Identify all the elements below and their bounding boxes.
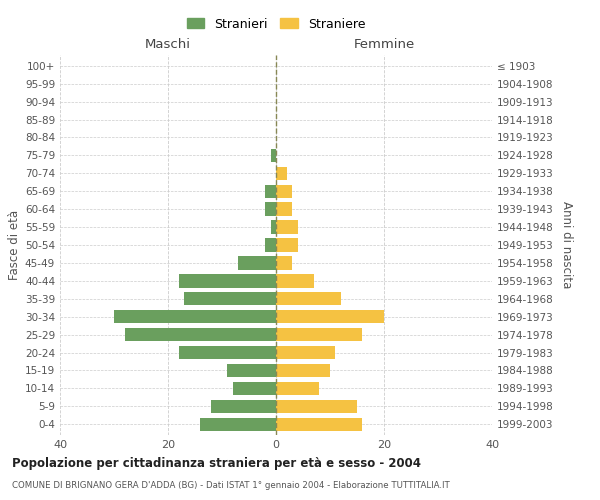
Bar — [276, 382, 319, 395]
Bar — [276, 292, 341, 306]
Bar — [276, 166, 287, 180]
Bar — [125, 328, 276, 342]
Bar — [276, 364, 330, 377]
Bar — [276, 220, 298, 234]
Bar — [265, 202, 276, 216]
Bar — [238, 256, 276, 270]
Bar — [200, 418, 276, 431]
Bar — [114, 310, 276, 324]
Text: Popolazione per cittadinanza straniera per età e sesso - 2004: Popolazione per cittadinanza straniera p… — [12, 458, 421, 470]
Bar — [184, 292, 276, 306]
Bar — [265, 238, 276, 252]
Legend: Stranieri, Straniere: Stranieri, Straniere — [183, 14, 369, 34]
Bar — [271, 148, 276, 162]
Bar — [276, 256, 292, 270]
Bar — [179, 346, 276, 360]
Bar — [276, 184, 292, 198]
Y-axis label: Fasce di età: Fasce di età — [8, 210, 21, 280]
Bar — [276, 418, 362, 431]
Text: Femmine: Femmine — [353, 38, 415, 52]
Bar — [276, 310, 384, 324]
Bar — [227, 364, 276, 377]
Bar — [276, 238, 298, 252]
Bar — [276, 400, 357, 413]
Bar — [271, 220, 276, 234]
Bar — [276, 202, 292, 216]
Bar — [276, 274, 314, 287]
Text: Maschi: Maschi — [145, 38, 191, 52]
Bar — [276, 328, 362, 342]
Bar — [233, 382, 276, 395]
Bar — [276, 346, 335, 360]
Text: COMUNE DI BRIGNANO GERA D'ADDA (BG) - Dati ISTAT 1° gennaio 2004 - Elaborazione : COMUNE DI BRIGNANO GERA D'ADDA (BG) - Da… — [12, 481, 450, 490]
Bar — [179, 274, 276, 287]
Bar — [211, 400, 276, 413]
Bar — [265, 184, 276, 198]
Y-axis label: Anni di nascita: Anni di nascita — [560, 202, 573, 288]
